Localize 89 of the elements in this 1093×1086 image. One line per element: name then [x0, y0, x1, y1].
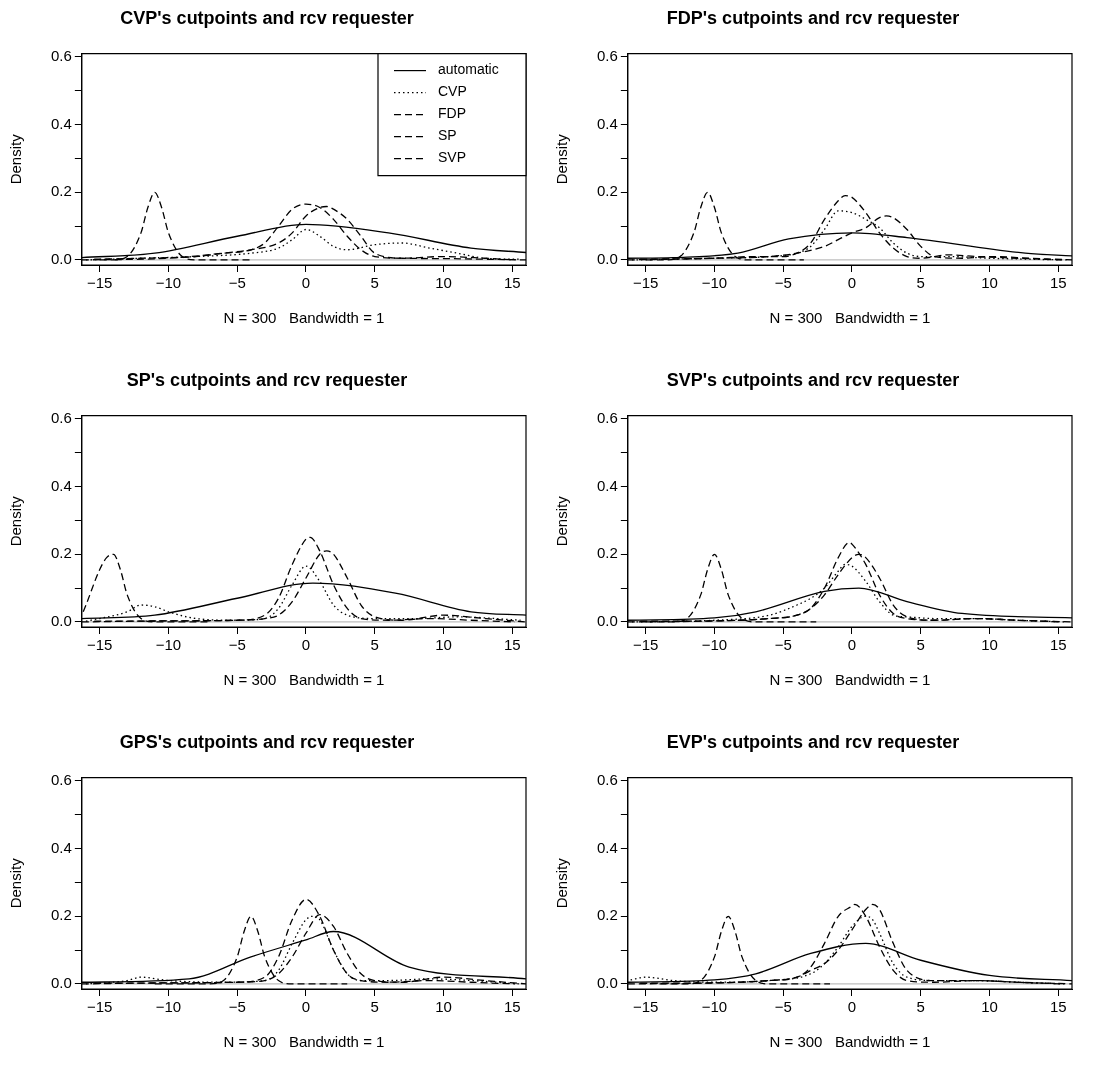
chart-title: SVP's cutpoints and rcv requester [666, 369, 960, 390]
y-tick-label: 0.2 [596, 906, 618, 924]
x-tick-label: 5 [916, 636, 925, 654]
x-tick-label: −15 [633, 274, 659, 292]
y-axis-title: Density [7, 857, 25, 909]
x-axis-title: N = 300 Bandwidth = 1 [769, 1033, 931, 1051]
x-tick-label: −5 [228, 274, 246, 292]
chart-title: FDP's cutpoints and rcv requester [666, 7, 960, 28]
x-tick-label: −5 [228, 636, 246, 654]
legend-label: SVP [438, 149, 467, 166]
y-tick-label: 0.4 [596, 114, 618, 132]
x-tick-label: 0 [301, 636, 311, 654]
y-axis-title: Density [553, 857, 571, 909]
x-axis-title: N = 300 Bandwidth = 1 [223, 1033, 385, 1051]
x-tick-label: −5 [774, 636, 792, 654]
y-tick-label: 0.4 [50, 476, 72, 494]
y-tick-label: 0.2 [596, 182, 618, 200]
chart-title: GPS's cutpoints and rcv requester [119, 731, 415, 752]
x-tick-label: 15 [503, 998, 521, 1016]
x-tick-label: 10 [435, 636, 452, 654]
x-tick-label: −10 [155, 998, 182, 1016]
x-tick-label: 15 [503, 274, 521, 292]
x-tick-label: −15 [633, 998, 659, 1016]
x-tick-label: 15 [503, 636, 521, 654]
x-tick-label: 0 [847, 998, 857, 1016]
y-tick-label: 0.6 [596, 771, 618, 789]
x-axis-title: N = 300 Bandwidth = 1 [769, 671, 931, 689]
x-tick-label: −5 [774, 274, 792, 292]
legend-label: SP [438, 127, 457, 144]
y-tick-label: 0.0 [596, 612, 618, 630]
x-axis-title: N = 300 Bandwidth = 1 [769, 309, 931, 327]
x-tick-label: 0 [847, 274, 857, 292]
x-tick-label: 15 [1049, 636, 1067, 654]
y-tick-label: 0.6 [596, 409, 618, 427]
y-tick-label: 0.4 [50, 838, 72, 856]
y-tick-label: 0.0 [596, 974, 618, 992]
y-tick-label: 0.6 [596, 47, 618, 65]
x-tick-label: −15 [87, 636, 113, 654]
y-tick-label: 0.0 [50, 250, 72, 268]
x-tick-label: 15 [1049, 274, 1067, 292]
chart-title: EVP's cutpoints and rcv requester [666, 731, 960, 752]
y-tick-label: 0.6 [50, 409, 72, 427]
x-axis-title: N = 300 Bandwidth = 1 [223, 309, 385, 327]
y-tick-label: 0.6 [50, 771, 72, 789]
legend-label: CVP [438, 83, 467, 100]
x-tick-label: −5 [774, 998, 792, 1016]
x-tick-label: −15 [87, 998, 113, 1016]
y-tick-label: 0.6 [50, 47, 72, 65]
y-tick-label: 0.4 [50, 114, 72, 132]
x-tick-label: 5 [916, 998, 925, 1016]
chart-title: SP's cutpoints and rcv requester [126, 369, 408, 390]
x-tick-label: −10 [155, 636, 182, 654]
x-tick-label: 5 [916, 274, 925, 292]
x-tick-label: 0 [301, 998, 311, 1016]
y-axis-title: Density [553, 495, 571, 547]
x-tick-label: 15 [1049, 998, 1067, 1016]
y-tick-label: 0.4 [596, 838, 618, 856]
chart-title: CVP's cutpoints and rcv requester [120, 7, 414, 28]
x-tick-label: −10 [701, 636, 728, 654]
x-tick-label: 5 [370, 636, 379, 654]
x-tick-label: 10 [981, 274, 998, 292]
x-tick-label: 10 [435, 274, 452, 292]
x-tick-label: −15 [87, 274, 113, 292]
x-tick-label: 10 [435, 998, 452, 1016]
x-axis-title: N = 300 Bandwidth = 1 [223, 671, 385, 689]
y-axis-title: Density [7, 495, 25, 547]
y-tick-label: 0.0 [50, 974, 72, 992]
x-tick-label: 0 [847, 636, 857, 654]
legend-label: automatic [438, 61, 499, 78]
y-axis-title: Density [553, 133, 571, 185]
y-tick-label: 0.0 [596, 250, 618, 268]
x-tick-label: 10 [981, 636, 998, 654]
y-tick-label: 0.0 [50, 612, 72, 630]
y-tick-label: 0.2 [596, 544, 618, 562]
x-tick-label: 5 [370, 274, 379, 292]
x-tick-label: 5 [370, 998, 379, 1016]
y-tick-label: 0.2 [50, 906, 72, 924]
x-tick-label: 0 [301, 274, 311, 292]
x-tick-label: −10 [701, 274, 728, 292]
x-tick-label: −15 [633, 636, 659, 654]
y-tick-label: 0.4 [596, 476, 618, 494]
x-tick-label: −5 [228, 998, 246, 1016]
y-tick-label: 0.2 [50, 182, 72, 200]
x-tick-label: −10 [155, 274, 182, 292]
y-axis-title: Density [7, 133, 25, 185]
x-tick-label: 10 [981, 998, 998, 1016]
x-tick-label: −10 [701, 998, 728, 1016]
legend-label: FDP [438, 105, 466, 122]
y-tick-label: 0.2 [50, 544, 72, 562]
